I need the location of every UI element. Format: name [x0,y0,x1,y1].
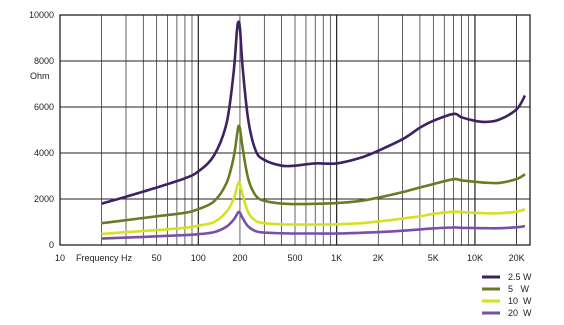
y-tick-label: 8000 [34,56,54,66]
x-tick-label: 1K [331,253,342,263]
series-line-1 [101,124,526,225]
x-tick-label: 200 [232,253,247,263]
x-axis-ticks: 10 50 100 200 500 1K 2K 5K 10K 20K [55,253,525,263]
x-tick-label: 2K [373,253,384,263]
legend-label: 10 W [508,296,532,306]
x-tick-label: 10K [467,253,483,263]
x-tick-label: 50 [152,253,162,263]
legend: 2.5 W 5 W 10 W 20 W [482,272,532,318]
x-tick-label: 10 [55,253,65,263]
y-tick-label: 6000 [34,102,54,112]
x-tick-label: 20K [509,253,525,263]
x-axis-label: Frequency Hz [76,253,133,263]
y-tick-label: 2000 [34,194,54,204]
legend-label: 5 W [508,284,530,294]
series-line-0 [101,20,527,205]
y-axis-ticks: 0 2000 4000 6000 8000 10000 [29,10,54,250]
series-line-2 [101,181,526,236]
y-axis-label: Ohm [30,71,50,81]
legend-label: 2.5 W [508,272,532,282]
x-tick-label: 5K [428,253,439,263]
series-line-3 [101,210,526,240]
y-tick-label: 4000 [34,148,54,158]
grid [59,14,531,246]
series-lines [101,20,527,240]
y-tick-label: 0 [49,240,54,250]
x-tick-label: 100 [191,253,206,263]
x-tick-label: 500 [287,253,302,263]
y-tick-label: 10000 [29,10,54,20]
legend-label: 20 W [508,308,532,318]
